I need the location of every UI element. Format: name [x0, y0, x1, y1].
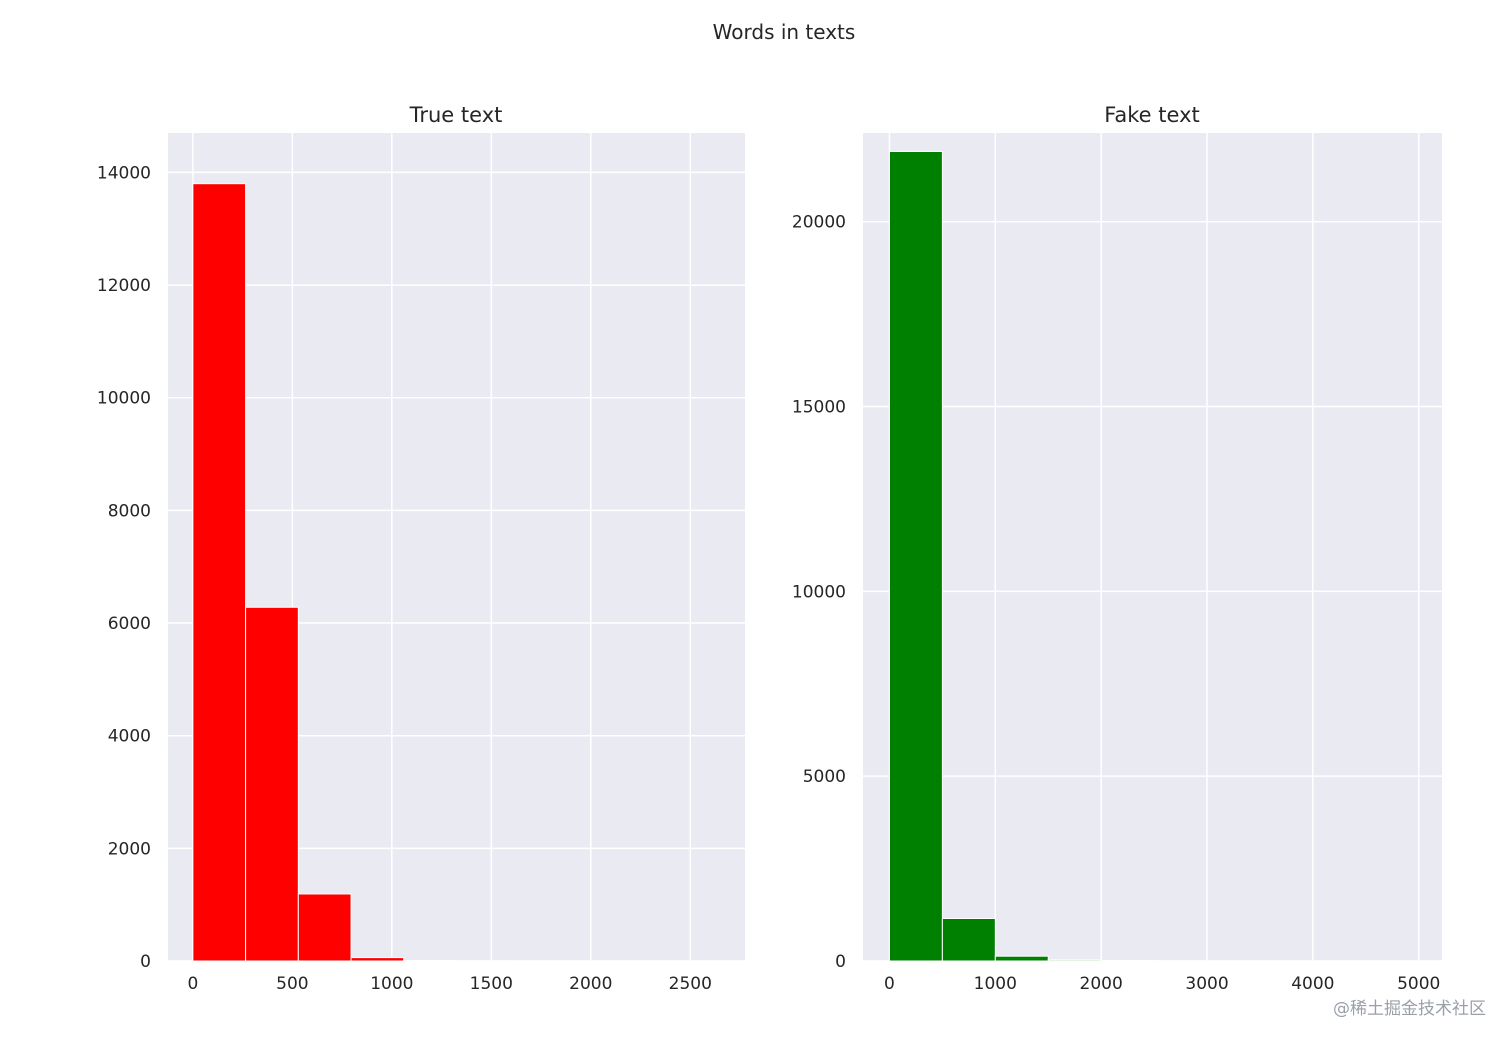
- true-text-y-tick-label: 12000: [97, 276, 151, 296]
- fake-text-x-tick-labels: 0 1000 2000 3000 4000 5000: [884, 974, 1440, 994]
- fake-text-y-tick-label: 15000: [792, 398, 846, 418]
- fake-text-x-tick-label: 0: [884, 974, 895, 994]
- fake-text-x-tick-label: 5000: [1397, 974, 1440, 994]
- fake-text-bar: [994, 955, 1049, 962]
- true-text-title: True text: [409, 103, 503, 127]
- fake-text-bar: [1047, 959, 1102, 962]
- true-text-y-tick-label: 6000: [108, 614, 151, 634]
- fake-text-bar: [888, 150, 943, 962]
- true-text-y-tick-label: 2000: [108, 839, 151, 859]
- true-text-y-tick-label: 4000: [108, 727, 151, 747]
- fake-text-y-tick-label: 10000: [792, 582, 846, 602]
- true-text-y-tick-labels: 0 2000 4000 6000 8000 10000 12000 14000: [97, 163, 151, 972]
- true-text-bar: [297, 893, 352, 962]
- fake-text-gridlines: [863, 133, 1442, 962]
- fake-text-y-tick-labels: 0 5000 10000 15000 20000: [792, 213, 846, 972]
- fake-text-bars: [888, 150, 1420, 962]
- true-text-bar: [350, 957, 405, 962]
- fake-text-x-tick-label: 3000: [1185, 974, 1228, 994]
- fake-text-x-tick-label: 1000: [974, 974, 1017, 994]
- true-text-y-tick-label: 0: [140, 952, 151, 972]
- true-text-x-tick-label: 1500: [470, 974, 513, 994]
- true-text-x-tick-labels: 0 500 1000 1500 2000 2500: [187, 974, 711, 994]
- true-text-bars: [192, 183, 721, 962]
- fake-text-y-tick-label: 20000: [792, 213, 846, 233]
- fake-text-subplot: Fake text 0 1000 2000 3000 4000 5000 0 5000 100…: [792, 103, 1442, 994]
- true-text-y-tick-label: 8000: [108, 501, 151, 521]
- true-text-x-tick-label: 500: [276, 974, 308, 994]
- figure-title: Words in texts: [713, 20, 856, 44]
- fake-text-y-tick-label: 0: [835, 952, 846, 972]
- fake-text-plot-area: [863, 133, 1442, 961]
- fake-text-x-tick-label: 4000: [1291, 974, 1334, 994]
- true-text-bar: [192, 183, 247, 962]
- fake-text-title: Fake text: [1104, 103, 1199, 127]
- true-text-x-tick-label: 2500: [669, 974, 712, 994]
- true-text-subplot: True text 0 500 1000 1500 2000 2500 0 2000 4000…: [97, 103, 745, 994]
- true-text-y-tick-label: 10000: [97, 389, 151, 409]
- true-text-x-tick-label: 1000: [370, 974, 413, 994]
- true-text-x-tick-label: 2000: [569, 974, 612, 994]
- fake-text-y-tick-label: 5000: [803, 767, 846, 787]
- true-text-y-tick-label: 14000: [97, 163, 151, 183]
- true-text-x-tick-label: 0: [187, 974, 198, 994]
- true-text-bar: [245, 606, 299, 962]
- watermark-text: @稀土掘金技术社区: [1333, 999, 1486, 1019]
- fake-text-bar: [941, 917, 996, 962]
- fake-text-x-tick-label: 2000: [1080, 974, 1123, 994]
- fake-text-bar: [1100, 959, 1155, 962]
